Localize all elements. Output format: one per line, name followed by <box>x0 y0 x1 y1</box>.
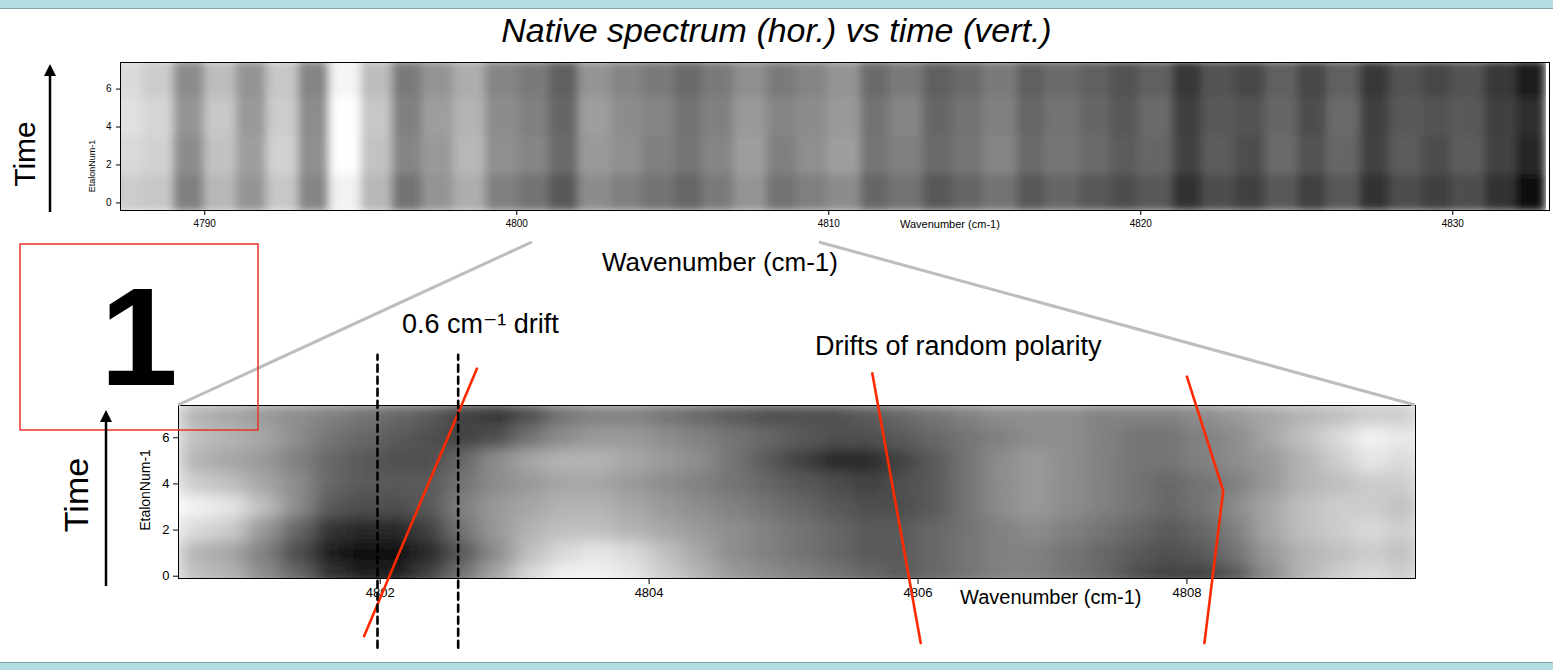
svg-text:6: 6 <box>106 83 112 94</box>
html-text:Wavenumber (cm-1): Wavenumber (cm-1) <box>960 586 1142 608</box>
svg-text:4830: 4830 <box>1442 218 1465 229</box>
svg-text:4: 4 <box>106 121 112 132</box>
svg-text:4: 4 <box>162 476 169 491</box>
svg-text:4810: 4810 <box>818 218 841 229</box>
html-text:Wavenumber (cm-1): Wavenumber (cm-1) <box>900 218 1000 230</box>
svg-text:0: 0 <box>162 568 169 583</box>
html-text:EtalonNum-1: EtalonNum-1 <box>87 139 97 193</box>
html-text:Native spectrum (hor.) vs time: Native spectrum (hor.) vs time (vert.) <box>501 11 1052 49</box>
svg-text:2: 2 <box>162 522 169 537</box>
html-text:Drifts of random polarity: Drifts of random polarity <box>815 331 1102 361</box>
svg-text:4790: 4790 <box>194 218 217 229</box>
html-text:Time: Time <box>8 121 41 187</box>
html-text:1: 1 <box>100 258 178 415</box>
svg-text:4800: 4800 <box>506 218 529 229</box>
svg-text:4820: 4820 <box>1130 218 1153 229</box>
html-text:0.6 cm⁻¹ drift: 0.6 cm⁻¹ drift <box>402 309 559 339</box>
svg-text:4806: 4806 <box>904 585 933 600</box>
html-text:EtalonNum-1: EtalonNum-1 <box>137 449 153 531</box>
svg-text:6: 6 <box>162 430 169 445</box>
svg-text:4802: 4802 <box>365 584 395 600</box>
svg-text:0: 0 <box>106 197 112 208</box>
html-text:Time: Time <box>56 457 95 533</box>
html-text:Wavenumber (cm-1): Wavenumber (cm-1) <box>602 247 838 277</box>
svg-text:4804: 4804 <box>635 585 664 600</box>
svg-text:4808: 4808 <box>1172 585 1201 600</box>
svg-text:2: 2 <box>106 159 112 170</box>
